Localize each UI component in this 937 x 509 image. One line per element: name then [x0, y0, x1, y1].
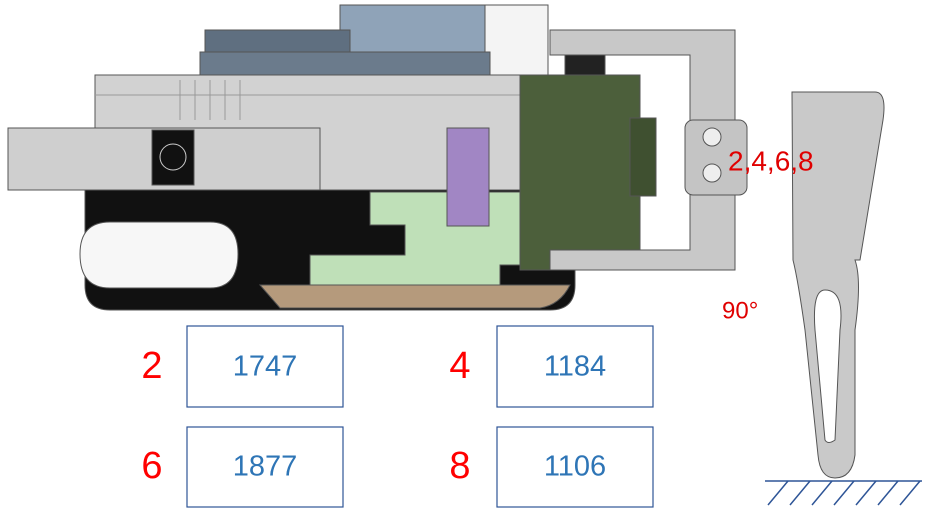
ground [765, 481, 922, 505]
servo-id: 8 [449, 445, 470, 487]
sensor [152, 130, 194, 185]
servo-value: 1877 [233, 451, 298, 483]
servo-id: 2 [141, 345, 162, 387]
robot-model [8, 5, 884, 478]
white-block [485, 5, 548, 77]
angle: 90° [722, 297, 758, 324]
track [260, 285, 570, 308]
servo-ids: 2,4,6,8 [728, 145, 814, 176]
board-part [205, 30, 350, 55]
servo-id: 4 [449, 345, 470, 387]
servo [520, 75, 640, 270]
servo-value: 1106 [544, 451, 606, 483]
servo-value: 1184 [544, 351, 606, 383]
servo-value: 1747 [233, 351, 298, 383]
servo-tab [630, 118, 656, 196]
capsule [80, 222, 238, 288]
diagram: 2,4,6,8 90° 2 1747 4 1184 6 1877 8 1106 [0, 0, 937, 509]
board [200, 52, 490, 78]
page: {"labels": {"servo_ids": "2,4,6,8", "ang… [0, 0, 937, 509]
screw [703, 164, 721, 182]
gear [447, 128, 489, 226]
servo-id: 6 [141, 445, 162, 487]
horn [565, 55, 605, 75]
screw [703, 128, 721, 146]
